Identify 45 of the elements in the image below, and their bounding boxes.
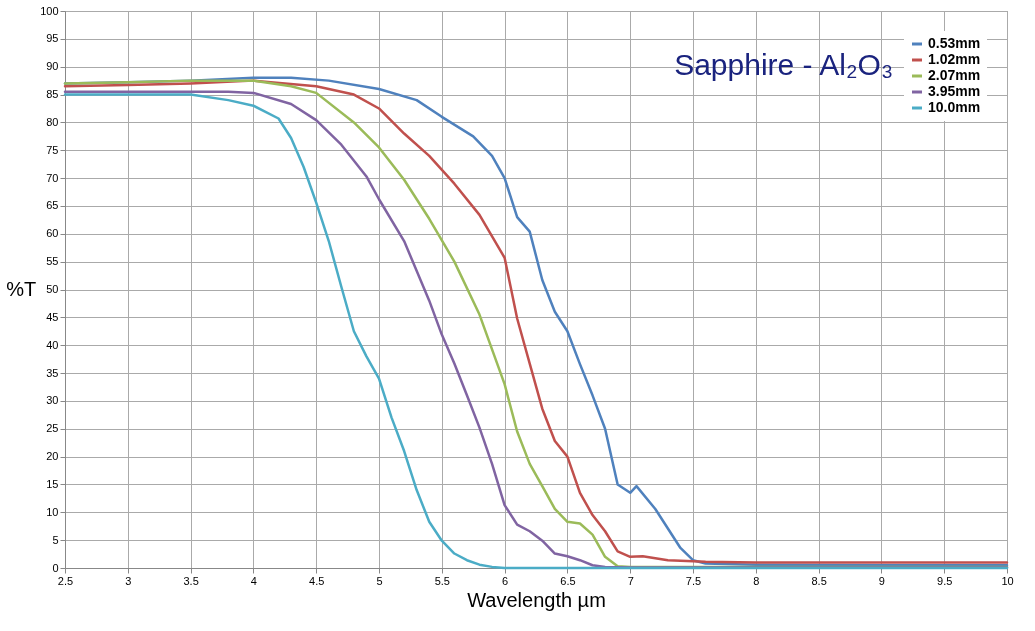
x-tick-label: 4.5 (309, 574, 325, 587)
y-tick-label: 40 (46, 338, 59, 351)
legend-label: 10.0mm (928, 99, 981, 115)
x-tick-label: 6 (502, 574, 509, 587)
legend-label: 1.02mm (928, 51, 981, 67)
x-tick-label: 8 (753, 574, 760, 587)
x-tick-label: 8.5 (811, 574, 827, 587)
y-tick-label: 80 (46, 115, 59, 128)
y-tick-label: 10 (46, 505, 59, 518)
x-tick-label: 4 (250, 574, 257, 587)
y-tick-label: 95 (46, 32, 59, 45)
x-tick-label: 10 (1001, 574, 1014, 587)
x-axis-title: Wavelength µm (467, 588, 606, 611)
x-tick-label: 7.5 (685, 574, 702, 587)
y-tick-label: 70 (46, 171, 59, 184)
y-tick-label: 85 (46, 88, 59, 101)
y-tick-label: 15 (46, 477, 59, 490)
y-tick-label: 45 (46, 310, 59, 323)
y-tick-label: 50 (46, 283, 59, 295)
x-tick-label: 5.5 (434, 574, 450, 587)
legend-label: 2.07mm (928, 67, 981, 83)
x-tick-label: 3 (125, 574, 132, 587)
x-tick-label: 3.5 (183, 574, 199, 587)
legend-label: 3.95mm (928, 83, 981, 99)
x-tick-label: 9 (878, 574, 885, 587)
x-tick-label: 9.5 (937, 574, 953, 587)
y-tick-label: 20 (46, 450, 59, 463)
y-tick-label: 75 (46, 143, 59, 156)
y-tick-label: 65 (46, 199, 59, 212)
y-axis-title: %T (6, 278, 37, 300)
y-tick-label: 35 (46, 366, 59, 379)
x-tick-label: 6.5 (560, 574, 576, 587)
x-tick-label: 2.5 (57, 574, 74, 587)
y-tick-label: 100 (40, 4, 59, 17)
y-tick-label: 55 (46, 255, 59, 268)
y-tick-label: 5 (52, 533, 59, 546)
y-tick-label: 90 (46, 60, 59, 73)
legend-label: 0.53mm (928, 35, 981, 51)
y-tick-label: 60 (46, 227, 59, 240)
y-tick-label: 30 (46, 394, 59, 407)
x-tick-label: 5 (376, 574, 383, 587)
y-tick-label: 0 (52, 561, 59, 574)
text: Sapphire - Al₂O₃ (674, 48, 894, 81)
x-tick-label: 7 (627, 574, 634, 587)
y-tick-label: 25 (46, 422, 59, 435)
